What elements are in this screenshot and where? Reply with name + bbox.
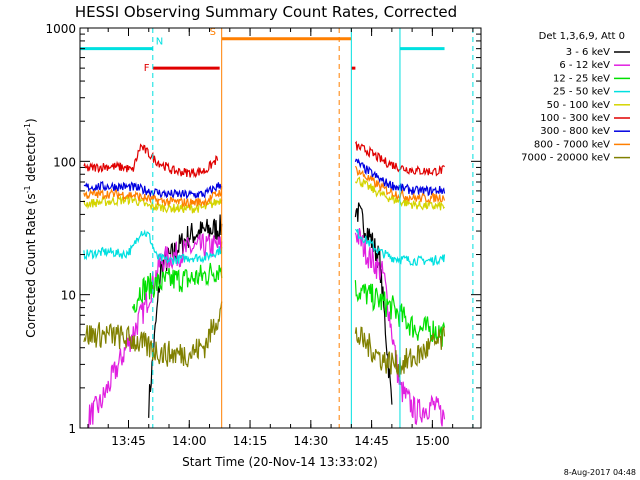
annotation-label: N: [156, 37, 163, 48]
y-tick-label: 1: [68, 422, 76, 436]
legend-entry-label: 50 - 100 keV: [547, 100, 611, 111]
annotation-label: S: [210, 27, 216, 38]
y-axis-label-text: Corrected Count Rate: [24, 208, 38, 338]
series-traces: [83, 140, 446, 429]
legend-entry-label: 300 - 800 keV: [540, 126, 610, 137]
x-axis-label: Start Time (20-Nov-14 13:33:02): [182, 455, 378, 469]
legend-entry-label: 800 - 7000 keV: [534, 139, 610, 150]
y-axis-label: Corrected Count Rate (s-1 detector-1): [23, 118, 38, 338]
series-line: [83, 228, 446, 267]
x-tick-label: 13:45: [111, 434, 146, 448]
vertical-markers: [79, 28, 474, 428]
y-axis-units-sup1: -1: [23, 185, 32, 193]
series-line: [83, 140, 445, 179]
annotations: N F S: [80, 27, 445, 74]
date-stamp: 8-Aug-2017 04:48: [564, 468, 636, 477]
x-tick-label: 14:15: [233, 434, 268, 448]
chart-title: HESSI Observing Summary Count Rates, Cor…: [75, 3, 457, 21]
legend-entry-label: 12 - 25 keV: [553, 73, 610, 84]
y-axis-units-sup2: -1: [23, 123, 32, 131]
legend-entry-label: 7000 - 20000 keV: [521, 153, 610, 164]
x-tick-label: 14:00: [172, 434, 207, 448]
y-tick-label: 100: [53, 155, 76, 169]
legend: Det 1,3,6,9, Att 0 3 - 6 keV 6 - 12 keV 12…: [521, 31, 630, 164]
y-tick-label: 1000: [45, 22, 76, 36]
plot-frame: [79, 27, 482, 429]
legend-entry-label: 6 - 12 keV: [559, 60, 610, 71]
legend-header: Det 1,3,6,9, Att 0: [539, 31, 625, 42]
x-tick-label: 15:00: [415, 434, 450, 448]
legend-entry-label: 100 - 300 keV: [540, 113, 610, 124]
y-axis-units: (s: [24, 193, 38, 204]
y-axis: 1 10 100 1000: [45, 22, 481, 436]
x-tick-label: 14:45: [354, 434, 389, 448]
y-tick-label: 10: [61, 289, 76, 303]
x-axis: 13:45 14:00 14:15 14:30 14:45 15:00: [87, 28, 474, 448]
series-line: [131, 262, 446, 347]
x-tick-label: 14:30: [294, 434, 329, 448]
y-axis-units-close: ): [24, 118, 38, 123]
legend-entry-label: 25 - 50 keV: [553, 87, 610, 98]
y-axis-units-2: detector: [24, 131, 38, 186]
annotation-label: F: [144, 63, 150, 74]
legend-entry-label: 3 - 6 keV: [566, 47, 610, 58]
